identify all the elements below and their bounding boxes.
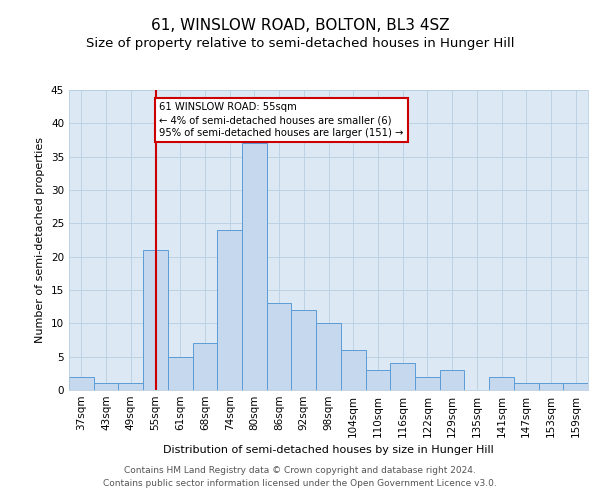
X-axis label: Distribution of semi-detached houses by size in Hunger Hill: Distribution of semi-detached houses by … bbox=[163, 446, 494, 456]
Text: 61, WINSLOW ROAD, BOLTON, BL3 4SZ: 61, WINSLOW ROAD, BOLTON, BL3 4SZ bbox=[151, 18, 449, 32]
Bar bbox=[365, 370, 390, 390]
Bar bbox=[143, 250, 168, 390]
Bar bbox=[168, 356, 193, 390]
Bar bbox=[390, 364, 415, 390]
Bar bbox=[292, 310, 316, 390]
Bar bbox=[193, 344, 217, 390]
Bar bbox=[217, 230, 242, 390]
Text: 61 WINSLOW ROAD: 55sqm
← 4% of semi-detached houses are smaller (6)
95% of semi-: 61 WINSLOW ROAD: 55sqm ← 4% of semi-deta… bbox=[159, 102, 404, 139]
Text: Contains HM Land Registry data © Crown copyright and database right 2024.
Contai: Contains HM Land Registry data © Crown c… bbox=[103, 466, 497, 487]
Y-axis label: Number of semi-detached properties: Number of semi-detached properties bbox=[35, 137, 46, 343]
Bar bbox=[242, 144, 267, 390]
Bar bbox=[563, 384, 588, 390]
Text: Size of property relative to semi-detached houses in Hunger Hill: Size of property relative to semi-detach… bbox=[86, 38, 514, 51]
Bar bbox=[341, 350, 365, 390]
Bar bbox=[94, 384, 118, 390]
Bar bbox=[69, 376, 94, 390]
Bar bbox=[539, 384, 563, 390]
Bar bbox=[118, 384, 143, 390]
Bar bbox=[415, 376, 440, 390]
Bar bbox=[514, 384, 539, 390]
Bar bbox=[489, 376, 514, 390]
Bar bbox=[440, 370, 464, 390]
Bar bbox=[316, 324, 341, 390]
Bar bbox=[267, 304, 292, 390]
